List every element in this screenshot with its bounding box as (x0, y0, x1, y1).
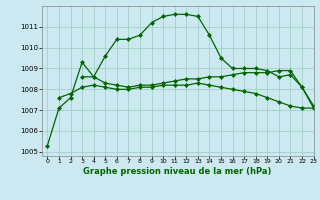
X-axis label: Graphe pression niveau de la mer (hPa): Graphe pression niveau de la mer (hPa) (84, 167, 272, 176)
